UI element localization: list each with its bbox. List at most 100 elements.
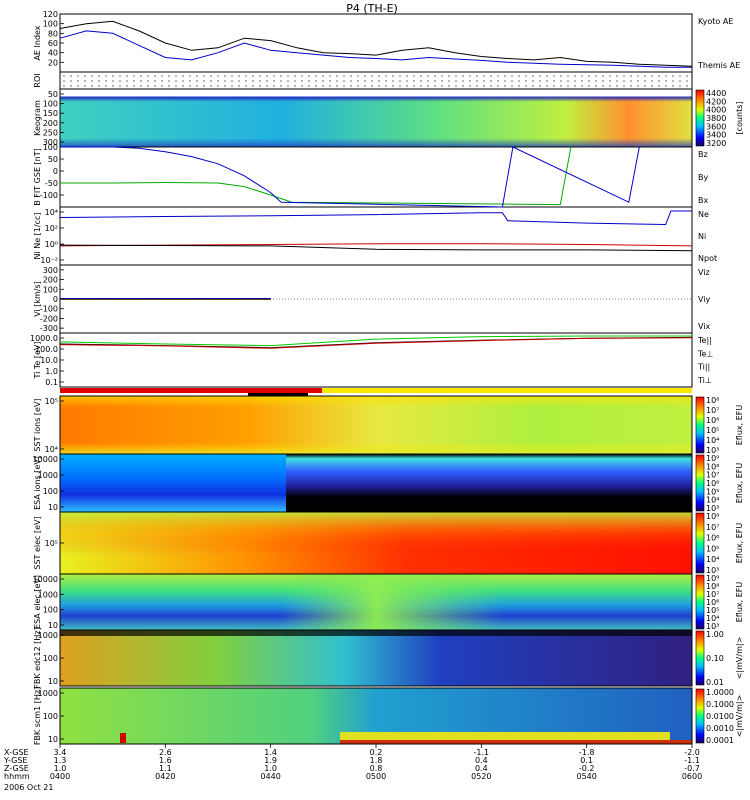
roi-dot xyxy=(77,85,79,87)
roi-dot xyxy=(273,75,275,77)
x-date-label: 2006 Oct 21 xyxy=(4,783,53,792)
esa_i-colorbar-tick: 10⁴ xyxy=(706,496,719,505)
x-tick-label-z_gse: 0.8 xyxy=(370,764,383,773)
esa-ions-panel xyxy=(59,453,693,513)
roi-dot xyxy=(217,75,219,77)
x-tick-label-y_gse: 0.4 xyxy=(475,756,488,765)
sst_e-colorbar-tick: 10⁸ xyxy=(706,512,719,521)
roi-dot xyxy=(210,80,212,82)
roi-dot xyxy=(196,80,198,82)
fbk_e-colorbar-unit: <|mV/m|> xyxy=(735,637,744,680)
roi-dot xyxy=(301,80,303,82)
esa_e-colorbar-tick: 10⁶ xyxy=(706,598,719,607)
ni-legend-1: Ni xyxy=(698,232,706,241)
roi-dot xyxy=(322,80,324,82)
roi-dot xyxy=(140,75,142,77)
roi-dot xyxy=(476,85,478,87)
roi-dot xyxy=(497,85,499,87)
roi-dot xyxy=(91,85,93,87)
roi-dot xyxy=(329,80,331,82)
fbk_e-colorbar-tick: 0.01 xyxy=(706,678,724,687)
ni-ylabel: Ni Ne [1/cc] xyxy=(33,212,42,259)
roi-dot xyxy=(567,75,569,77)
roi-dot xyxy=(602,75,604,77)
roi-dot xyxy=(217,80,219,82)
roi-dot xyxy=(182,80,184,82)
roi-dot xyxy=(119,85,121,87)
roi-dot xyxy=(532,75,534,77)
roi-dot xyxy=(483,80,485,82)
roi-dot xyxy=(658,75,660,77)
roi-dot xyxy=(252,80,254,82)
roi-dot xyxy=(245,85,247,87)
roi-dot xyxy=(126,75,128,77)
roi-dot xyxy=(147,80,149,82)
vi-legend-2: Vix xyxy=(698,322,711,331)
roi-dot xyxy=(385,75,387,77)
roi-dot xyxy=(399,85,401,87)
sst_e-colorbar-tick: 10⁴ xyxy=(706,555,719,564)
roi-dot xyxy=(616,85,618,87)
ae-ytick-label: 20 xyxy=(48,58,58,67)
x-row-label-hhmm: hhmm xyxy=(4,772,30,781)
roi-dot xyxy=(392,75,394,77)
temperature-panel-frame xyxy=(59,332,693,388)
roi-dot xyxy=(77,80,79,82)
keogram-colorbar-tick: 3800 xyxy=(706,114,726,123)
roi-dot xyxy=(70,75,72,77)
x-tick-label-x_gse: 3.4 xyxy=(54,748,67,757)
vi-ytick-label: 100 xyxy=(43,285,58,294)
temp-series-te- xyxy=(59,337,693,349)
esa_e-ytick-label: 10000 xyxy=(33,575,58,584)
keogram-colorbar-tick: 4000 xyxy=(706,106,726,115)
roi-dot xyxy=(427,75,429,77)
roi-dot xyxy=(686,85,688,87)
roi-dot xyxy=(560,85,562,87)
x-tick-label-z_gse: 1.0 xyxy=(54,764,67,773)
roi-dot xyxy=(448,85,450,87)
roi-dot xyxy=(231,80,233,82)
roi-dot xyxy=(574,85,576,87)
fbk_b-colorbar-tick: 0.0001 xyxy=(706,736,734,745)
roi-dot xyxy=(350,75,352,77)
esa_i-colorbar-tick: 10⁷ xyxy=(706,471,719,480)
fbk_e-ytick-label: 1000 xyxy=(38,631,58,640)
roi-dot xyxy=(686,80,688,82)
roi-dot xyxy=(476,80,478,82)
roi-dot xyxy=(399,80,401,82)
x-tick-label-z_gse: -0.7 xyxy=(684,764,700,773)
fbk_e-colorbar xyxy=(695,630,705,686)
roi-dot xyxy=(189,85,191,87)
temp-ytick-label: 1.0 xyxy=(45,367,58,376)
roi-dot xyxy=(315,75,317,77)
esa_i-colorbar-unit: Eflux, EFU xyxy=(735,463,744,504)
roi-dot xyxy=(343,85,345,87)
roi-dot xyxy=(259,80,261,82)
roi-dot xyxy=(119,80,121,82)
roi-dot xyxy=(161,80,163,82)
roi-dot xyxy=(651,80,653,82)
roi-dot xyxy=(357,75,359,77)
roi-dot xyxy=(581,85,583,87)
x-tick-label-z_gse: -0.2 xyxy=(579,764,595,773)
fbk_e-colorbar-tick: 0.10 xyxy=(706,654,724,663)
roi-dot xyxy=(679,80,681,82)
esa_e-ytick-label: 10 xyxy=(48,621,58,630)
keogram-ytick-label: 200 xyxy=(43,119,58,128)
roi-dot xyxy=(112,75,114,77)
roi-dot xyxy=(203,80,205,82)
temp-ytick-label: 10.0 xyxy=(40,356,58,365)
roi-dot xyxy=(539,85,541,87)
roi-dot xyxy=(175,85,177,87)
roi-dot xyxy=(112,85,114,87)
x-tick-label-hhmm: 0540 xyxy=(576,772,596,781)
esa_e-ytick-label: 1000 xyxy=(38,590,58,599)
ni-series-npot xyxy=(59,244,693,252)
roi-dot xyxy=(182,85,184,87)
roi-dot xyxy=(322,75,324,77)
roi-dot xyxy=(434,85,436,87)
roi-dot xyxy=(105,75,107,77)
fbk_b-colorbar xyxy=(695,688,705,744)
roi-dot xyxy=(504,75,506,77)
